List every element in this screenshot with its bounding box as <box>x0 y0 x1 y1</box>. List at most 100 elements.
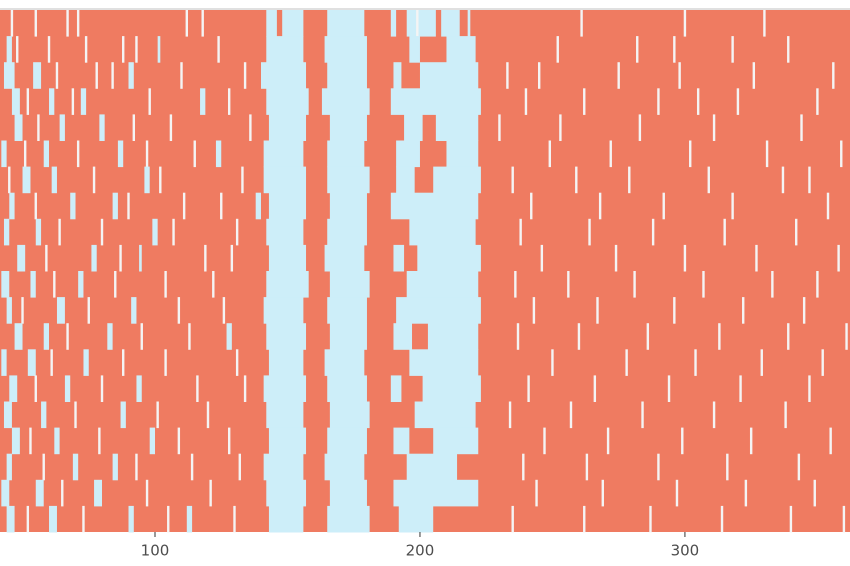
low-tile <box>266 88 309 115</box>
missing-tile <box>230 244 234 272</box>
missing-tile <box>842 505 846 533</box>
low-tile <box>324 36 367 63</box>
low-tile <box>33 62 42 89</box>
missing-tile <box>845 323 848 350</box>
missing-tile <box>156 401 159 429</box>
missing-tile <box>511 166 514 194</box>
low-tile <box>266 271 309 298</box>
low-tile <box>417 244 481 272</box>
low-tile <box>6 505 15 533</box>
missing-tile <box>537 62 541 89</box>
low-tile <box>49 88 55 115</box>
low-tile <box>266 36 304 63</box>
missing-tile <box>837 244 840 272</box>
low-tile <box>112 453 118 481</box>
missing-tile <box>209 479 212 507</box>
missing-tile <box>707 166 710 194</box>
low-tile <box>327 166 370 194</box>
missing-tile <box>829 427 832 455</box>
missing-tile <box>76 140 80 168</box>
missing-tile <box>227 427 231 455</box>
missing-tile <box>76 10 80 37</box>
missing-tile <box>45 244 48 272</box>
missing-tile <box>832 62 835 89</box>
low-tile <box>446 140 479 168</box>
low-tile <box>94 479 103 507</box>
missing-tile <box>540 244 544 272</box>
low-tile <box>266 401 304 429</box>
missing-tile <box>532 297 536 324</box>
missing-tile <box>180 62 183 89</box>
low-tile <box>157 36 161 63</box>
missing-tile <box>840 140 843 168</box>
missing-tile <box>813 479 816 507</box>
low-tile <box>3 218 10 246</box>
missing-tile <box>100 375 104 402</box>
missing-tile <box>204 244 207 272</box>
missing-tile <box>689 140 692 168</box>
missing-tile <box>649 505 652 533</box>
low-tile <box>1 140 7 168</box>
low-tile <box>51 166 57 194</box>
low-tile <box>396 297 481 324</box>
missing-tile <box>606 427 610 455</box>
missing-tile <box>752 62 756 89</box>
missing-tile <box>808 166 811 194</box>
missing-tile <box>559 114 562 141</box>
low-tile <box>263 297 304 324</box>
low-tile <box>27 349 36 376</box>
low-tile <box>414 401 476 429</box>
missing-tile <box>744 479 748 507</box>
low-tile <box>390 375 402 402</box>
missing-tile <box>177 297 181 324</box>
missing-tile <box>816 271 819 298</box>
missing-tile <box>765 140 769 168</box>
missing-tile <box>556 36 559 63</box>
low-tile <box>64 375 71 402</box>
missing-tile <box>100 218 104 246</box>
missing-tile <box>169 114 173 141</box>
low-tile <box>268 192 307 220</box>
low-tile <box>435 114 479 141</box>
missing-tile <box>159 166 162 194</box>
missing-tile <box>675 479 679 507</box>
low-tile <box>390 10 397 37</box>
missing-tile <box>583 505 586 533</box>
low-tile <box>107 323 113 350</box>
low-tile <box>59 114 65 141</box>
low-tile <box>99 114 105 141</box>
low-tile <box>268 244 307 272</box>
low-tile <box>409 349 479 376</box>
missing-tile <box>585 453 589 481</box>
low-tile <box>43 323 50 350</box>
missing-tile <box>212 271 215 298</box>
missing-tile <box>8 166 11 194</box>
missing-tile <box>641 401 644 429</box>
missing-tile <box>530 192 533 220</box>
missing-tile <box>498 114 501 141</box>
missing-tile <box>217 36 220 63</box>
low-tile <box>131 297 137 324</box>
missing-tile <box>781 166 785 194</box>
missing-tile <box>516 323 520 350</box>
missing-tile <box>569 401 573 429</box>
missing-tile <box>808 375 811 402</box>
low-tile <box>266 10 277 37</box>
missing-tile <box>98 427 101 455</box>
low-tile <box>11 88 20 115</box>
missing-tile <box>47 36 51 63</box>
missing-tile <box>227 88 231 115</box>
low-tile <box>72 453 79 481</box>
low-tile <box>255 192 261 220</box>
missing-tile <box>164 349 167 376</box>
missing-tile <box>185 10 188 37</box>
missing-tile <box>694 349 697 376</box>
missing-tile <box>506 62 509 89</box>
low-tile <box>446 36 476 63</box>
low-tile <box>128 62 134 89</box>
missing-tile <box>800 114 803 141</box>
low-tile <box>43 140 50 168</box>
low-tile <box>120 401 126 429</box>
low-tile <box>149 427 156 455</box>
low-tile <box>327 297 367 324</box>
